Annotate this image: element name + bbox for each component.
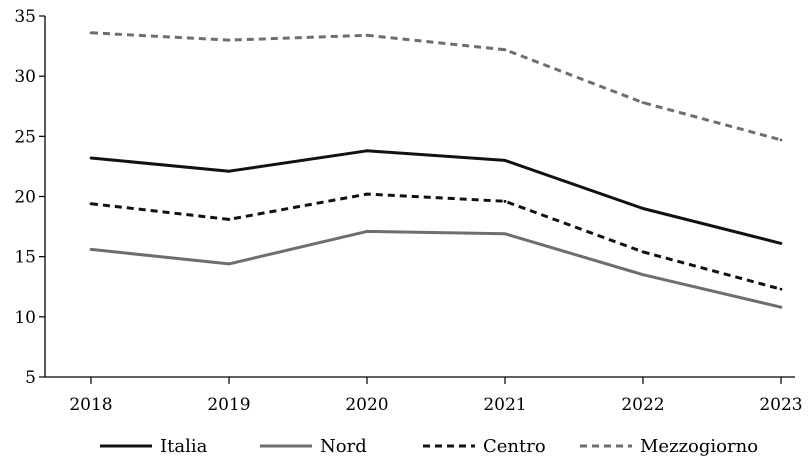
x-tick-label: 2022 bbox=[621, 395, 664, 415]
y-tick-label: 15 bbox=[14, 248, 36, 268]
y-tick-label: 25 bbox=[14, 127, 36, 147]
series-line-nord bbox=[90, 229, 782, 309]
data-point bbox=[89, 156, 93, 160]
data-point bbox=[779, 287, 783, 291]
data-point bbox=[779, 138, 783, 142]
data-point bbox=[365, 192, 369, 196]
series-line-centro bbox=[90, 192, 782, 291]
x-tick-label: 2021 bbox=[483, 395, 526, 415]
data-point bbox=[365, 149, 369, 153]
data-point bbox=[641, 250, 645, 254]
chart-axes: 5 10 15 20 25 30 35 2018 2019 2020 2021 2022 2023 bbox=[14, 7, 802, 415]
y-tick-label: 35 bbox=[14, 7, 36, 27]
data-point bbox=[641, 207, 645, 210]
data-point bbox=[89, 202, 93, 206]
data-point bbox=[779, 242, 783, 245]
data-point bbox=[227, 217, 231, 221]
x-tick-label: 2019 bbox=[207, 395, 250, 415]
data-point bbox=[89, 31, 93, 35]
data-point bbox=[641, 101, 645, 105]
x-tick-label: 2020 bbox=[345, 395, 388, 415]
data-point bbox=[503, 159, 507, 162]
data-point bbox=[503, 199, 507, 203]
y-tick-label: 5 bbox=[25, 368, 36, 388]
chart-series bbox=[89, 31, 783, 309]
data-point bbox=[779, 305, 783, 309]
legend-label-italia: Italia bbox=[160, 436, 208, 457]
chart-legend: Italia Nord Centro Mezzogiorno bbox=[100, 436, 758, 457]
data-point bbox=[227, 262, 231, 266]
data-point bbox=[641, 273, 645, 277]
y-tick-label: 10 bbox=[14, 308, 36, 328]
series-line-mezzogiorno bbox=[90, 31, 782, 142]
data-point bbox=[365, 33, 369, 37]
x-tick-label: 2023 bbox=[759, 395, 802, 415]
data-point bbox=[227, 38, 231, 42]
series-line-italia bbox=[90, 149, 782, 245]
x-tick-label: 2018 bbox=[69, 395, 112, 415]
data-point bbox=[503, 48, 507, 52]
data-point bbox=[365, 229, 369, 233]
legend-label-centro: Centro bbox=[483, 436, 546, 457]
data-point bbox=[89, 248, 93, 251]
y-tick-label: 30 bbox=[14, 67, 36, 87]
data-point bbox=[227, 169, 231, 173]
legend-label-mezzogiorno: Mezzogiorno bbox=[640, 436, 758, 457]
data-point bbox=[503, 232, 507, 236]
legend-label-nord: Nord bbox=[320, 436, 367, 457]
y-tick-label: 20 bbox=[14, 188, 36, 208]
